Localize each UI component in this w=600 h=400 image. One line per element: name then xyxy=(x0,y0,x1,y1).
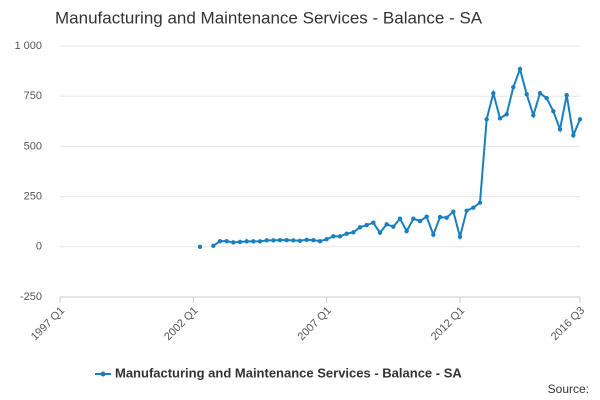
data-point xyxy=(504,112,509,117)
source: Source: xyxy=(548,382,589,396)
data-point xyxy=(351,230,356,235)
data-point xyxy=(404,228,409,234)
data-point xyxy=(411,216,416,221)
data-point xyxy=(477,200,483,205)
data-point xyxy=(371,220,376,225)
data-point xyxy=(324,236,329,242)
data-point xyxy=(484,117,489,122)
data-point xyxy=(297,238,303,243)
data-point xyxy=(537,90,543,96)
data-point xyxy=(457,234,463,239)
data-point xyxy=(377,230,383,235)
data-point xyxy=(257,239,263,244)
data-point xyxy=(337,234,343,239)
data-point xyxy=(344,231,349,236)
data-point xyxy=(491,90,496,96)
x-tick-label: 2007 Q1 xyxy=(296,305,334,343)
data-point xyxy=(557,127,563,132)
data-point xyxy=(531,113,536,118)
data-point xyxy=(231,240,236,245)
data-point xyxy=(271,238,276,243)
data-point xyxy=(511,84,516,90)
data-point xyxy=(357,225,363,230)
data-point xyxy=(544,96,549,101)
data-point xyxy=(264,238,269,243)
y-tick-label: 1 000 xyxy=(14,40,42,52)
data-point xyxy=(497,116,503,121)
data-point xyxy=(244,239,249,244)
data-point xyxy=(291,238,296,243)
data-point xyxy=(464,208,469,213)
data-point xyxy=(284,237,289,243)
data-point xyxy=(217,238,223,244)
data-point xyxy=(317,238,323,244)
data-point xyxy=(211,243,216,248)
data-point xyxy=(417,218,423,224)
x-tick-label: 2002 Q1 xyxy=(162,305,200,343)
data-point xyxy=(304,237,309,242)
data-point xyxy=(564,92,569,98)
data-point xyxy=(311,237,316,243)
x-tick-label: 2012 Q1 xyxy=(429,305,467,343)
data-point xyxy=(397,216,403,221)
data-point xyxy=(224,238,229,244)
data-point xyxy=(451,209,456,214)
x-tick-label: 1997 Q1 xyxy=(29,305,67,343)
data-point xyxy=(237,239,243,245)
data-point xyxy=(524,91,529,97)
legend-label: Manufacturing and Maintenance Services -… xyxy=(115,365,462,380)
data-point xyxy=(444,215,449,220)
y-tick-label: 250 xyxy=(24,191,42,203)
data-point xyxy=(364,222,369,228)
data-point xyxy=(431,232,436,237)
data-point xyxy=(424,214,429,219)
data-point xyxy=(551,109,556,114)
y-tick-label: 750 xyxy=(24,90,42,102)
data-point xyxy=(251,239,256,244)
chart-title: Manufacturing and Maintenance Services -… xyxy=(55,8,483,27)
data-point xyxy=(277,237,283,243)
data-point xyxy=(391,224,396,229)
y-tick-label: 0 xyxy=(36,241,42,253)
legend-marker xyxy=(100,371,106,377)
data-point xyxy=(331,234,336,239)
y-tick-label: -250 xyxy=(20,291,42,303)
data-point xyxy=(577,117,583,122)
data-point xyxy=(471,205,476,210)
data-point xyxy=(384,222,389,227)
y-tick-label: 500 xyxy=(24,140,42,152)
data-point xyxy=(437,214,443,220)
data-point xyxy=(571,133,576,138)
data-point xyxy=(517,66,523,72)
x-tick-label: 2016 Q3 xyxy=(549,305,587,343)
data-point xyxy=(197,244,203,249)
